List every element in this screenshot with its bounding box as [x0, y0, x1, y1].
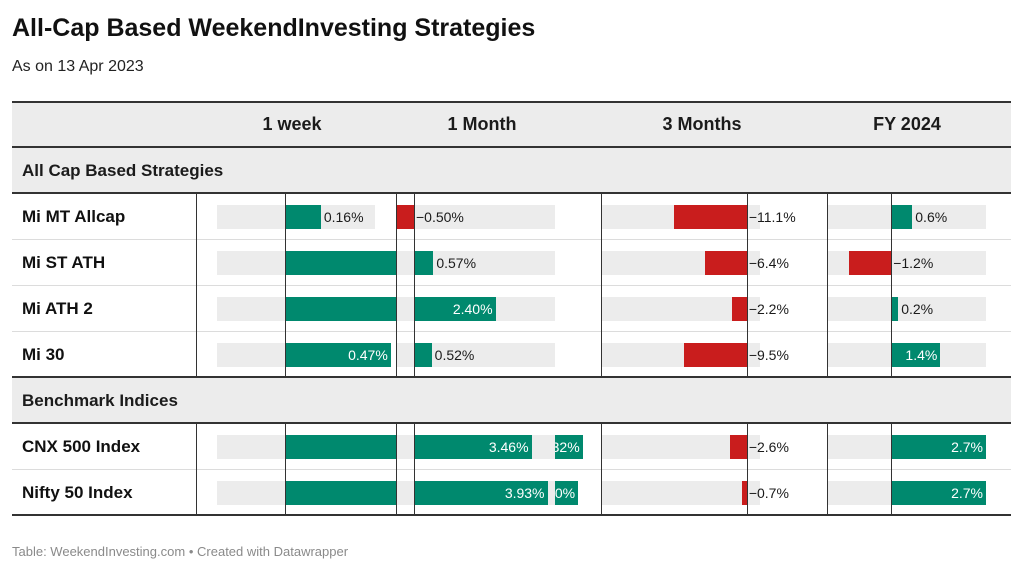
bar: [891, 205, 913, 229]
zero-line: [891, 194, 892, 378]
column-separator: [396, 424, 397, 516]
zero-line: [747, 424, 748, 516]
bar: [891, 481, 986, 505]
column-header: FY 2024: [873, 114, 941, 134]
zero-line: [285, 424, 286, 516]
zero-line: [285, 194, 286, 378]
chart-title: All-Cap Based WeekendInvesting Strategie…: [12, 14, 536, 42]
bar: [849, 251, 892, 275]
bar: [413, 297, 496, 321]
group-rule: [12, 192, 1011, 194]
bar: [891, 297, 899, 321]
bar: [891, 435, 986, 459]
column-header: 3 Months: [662, 114, 742, 134]
bar: [732, 297, 747, 321]
value-label: −1.2%: [893, 255, 934, 271]
bar: [891, 343, 941, 367]
row-rule: [12, 331, 1011, 332]
value-label: 2.7%: [951, 439, 983, 455]
value-label: 3.93%: [504, 485, 545, 501]
column-header: 1 week: [262, 114, 322, 134]
value-label: 3.46%: [488, 439, 529, 455]
value-label: −0.7%: [748, 485, 789, 501]
value-label: 0.57%: [436, 255, 477, 271]
column-separator: [601, 424, 602, 516]
group-label: Benchmark Indices: [22, 391, 178, 410]
value-label: 0.52%: [434, 347, 475, 363]
bar-track: [828, 297, 986, 321]
bar: [397, 205, 414, 229]
column-separator: [196, 194, 197, 378]
top-rule: [12, 101, 1011, 103]
group-rule: [12, 422, 1011, 424]
row-rule: [12, 239, 1011, 240]
bar: [413, 481, 548, 505]
column-separator: [601, 194, 602, 378]
value-label: −0.50%: [415, 209, 464, 225]
header-rule: [12, 146, 1011, 148]
row-label: Nifty 50 Index: [22, 483, 133, 502]
row-rule: [12, 469, 1011, 470]
group-header-background: [12, 378, 1011, 422]
footer: Table: WeekendInvesting.com • Created wi…: [12, 544, 348, 559]
bar: [673, 205, 747, 229]
group-bottom-rule: [12, 376, 1011, 378]
value-label: −2.6%: [748, 439, 789, 455]
zero-line: [414, 424, 415, 516]
row-rule: [12, 285, 1011, 286]
value-label: −11.1%: [748, 209, 796, 225]
bar-track: [397, 205, 555, 229]
bar: [684, 343, 747, 367]
zero-line: [891, 424, 892, 516]
header-background: [12, 103, 1011, 146]
value-label: 0.6%: [915, 209, 948, 225]
bar: [729, 435, 747, 459]
bar: [284, 205, 321, 229]
group-header-background: [12, 148, 1011, 192]
footer-separator: •: [188, 544, 194, 559]
value-label: −6.4%: [748, 255, 789, 271]
footer-credit: Created with Datawrapper: [197, 544, 349, 559]
value-label: 0.16%: [323, 209, 364, 225]
column-separator: [196, 424, 197, 516]
row-label: CNX 500 Index: [22, 437, 141, 456]
value-label: 0.47%: [348, 347, 388, 363]
zero-line: [747, 194, 748, 378]
value-label: 2.7%: [951, 485, 983, 501]
row-label: Mi 30: [22, 345, 65, 364]
value-label: −9.5%: [748, 347, 789, 363]
row-label: Mi MT Allcap: [22, 207, 126, 226]
column-separator: [827, 424, 828, 516]
group-bottom-rule: [12, 514, 1011, 516]
row-label: Mi ATH 2: [22, 299, 93, 318]
column-separator: [827, 194, 828, 378]
bar-track: [602, 481, 760, 505]
column-header: 1 Month: [447, 114, 517, 134]
value-label: 1.4%: [905, 347, 938, 363]
bar: [704, 251, 747, 275]
value-label: −2.2%: [748, 301, 789, 317]
bar: [413, 435, 532, 459]
row-label: Mi ST ATH: [22, 253, 106, 272]
bar: [742, 481, 747, 505]
bar: [284, 343, 391, 367]
footer-source: Table: WeekendInvesting.com: [12, 544, 186, 559]
bar: [413, 251, 434, 275]
value-label: 0.2%: [901, 301, 934, 317]
group-label: All Cap Based Strategies: [22, 161, 224, 180]
chart-subtitle: As on 13 Apr 2023: [12, 58, 144, 75]
bar: [413, 343, 432, 367]
value-label: 2.40%: [452, 301, 493, 317]
zero-line: [414, 194, 415, 378]
column-separator: [396, 194, 397, 378]
